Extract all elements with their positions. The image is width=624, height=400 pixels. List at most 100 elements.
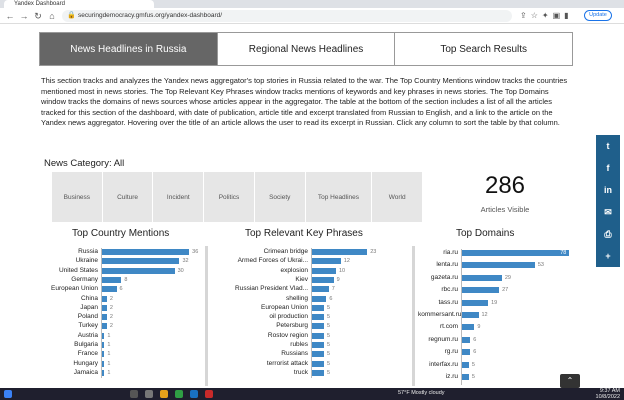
bar-row[interactable]: Austria 1 bbox=[40, 332, 220, 340]
bar[interactable] bbox=[102, 249, 190, 255]
category-top-headlines-button[interactable]: Top Headlines bbox=[304, 172, 372, 222]
tab-top-search-results[interactable]: Top Search Results bbox=[394, 33, 572, 65]
category-incident-button[interactable]: Incident bbox=[152, 172, 203, 222]
bar-row[interactable]: Petersburg 5 bbox=[218, 322, 398, 330]
bar-row[interactable]: gazeta.ru 29 bbox=[418, 274, 598, 282]
bar-row[interactable]: iz.ru 5 bbox=[418, 373, 598, 381]
bar[interactable] bbox=[462, 374, 469, 380]
bar-row[interactable]: Armed Forces of Ukrai... 12 bbox=[218, 257, 398, 265]
bar[interactable] bbox=[462, 274, 502, 281]
bar-row[interactable]: Bulgaria 1 bbox=[40, 341, 220, 349]
tab-regional-news-headlines[interactable]: Regional News Headlines bbox=[216, 33, 395, 65]
bar[interactable] bbox=[312, 332, 324, 339]
bar-row[interactable]: France 1 bbox=[40, 350, 220, 358]
bar[interactable] bbox=[462, 312, 479, 318]
bar-row[interactable]: ria.ru 78 bbox=[418, 249, 598, 257]
bar-row[interactable]: China 2 bbox=[40, 295, 220, 303]
category-society-button[interactable]: Society bbox=[253, 172, 305, 222]
bar[interactable] bbox=[312, 360, 324, 367]
bar-row[interactable]: European Union 5 bbox=[218, 304, 398, 312]
email-icon[interactable]: ✉ bbox=[604, 206, 612, 217]
category-world-button[interactable]: World bbox=[371, 172, 422, 222]
twitter-icon[interactable]: t bbox=[606, 141, 610, 151]
bar-row[interactable]: Poland 2 bbox=[40, 313, 220, 321]
bar[interactable] bbox=[312, 249, 368, 255]
bar-row[interactable]: Jamaica 1 bbox=[40, 369, 220, 377]
bar[interactable] bbox=[312, 295, 327, 302]
bar-row[interactable]: Russia 36 bbox=[40, 248, 220, 256]
bar[interactable] bbox=[102, 332, 105, 339]
address-bar[interactable]: 🔒 securingdemocracy.gmfus.org/yandex-das… bbox=[62, 10, 512, 22]
bar[interactable] bbox=[462, 299, 489, 306]
bar[interactable] bbox=[102, 369, 105, 376]
print-icon[interactable]: ⎙ bbox=[604, 228, 612, 239]
bar[interactable] bbox=[102, 267, 175, 274]
bar-row[interactable]: Japan 2 bbox=[40, 304, 220, 312]
bar[interactable] bbox=[312, 258, 341, 265]
category-politics-button[interactable]: Politics bbox=[203, 172, 254, 222]
bar-row[interactable]: regnum.ru 6 bbox=[418, 336, 598, 344]
file-explorer-icon[interactable] bbox=[160, 390, 168, 398]
bar-row[interactable]: interfax.ru 5 bbox=[418, 361, 598, 369]
bar-row[interactable]: oil production 5 bbox=[218, 313, 398, 321]
browser-tab[interactable]: Yandex Dashboard bbox=[4, 0, 154, 8]
update-button[interactable]: Update bbox=[584, 10, 612, 21]
category-business-button[interactable]: Business bbox=[63, 193, 91, 201]
bar[interactable] bbox=[462, 361, 469, 368]
bar[interactable] bbox=[102, 276, 122, 283]
bar-row[interactable]: Kiev 9 bbox=[218, 276, 398, 284]
back-icon[interactable]: ← bbox=[5, 11, 15, 21]
reload-icon[interactable]: ↻ bbox=[34, 11, 42, 21]
bar[interactable] bbox=[312, 369, 324, 376]
category-culture-button[interactable]: Culture bbox=[101, 172, 153, 222]
bar[interactable] bbox=[462, 250, 570, 256]
weather-widget[interactable]: 57°F Mostly cloudy bbox=[398, 390, 445, 396]
bar-row[interactable]: rg.ru 6 bbox=[418, 348, 598, 356]
bar-row[interactable]: explosion 10 bbox=[218, 267, 398, 275]
bar-row[interactable]: Russian President Vlad... 7 bbox=[218, 285, 398, 293]
bar-row[interactable]: kommersant.ru 12 bbox=[418, 311, 598, 319]
bar[interactable] bbox=[312, 267, 336, 274]
bar[interactable] bbox=[462, 349, 471, 356]
bar[interactable] bbox=[102, 342, 105, 348]
bar-row[interactable]: lenta.ru 53 bbox=[418, 261, 598, 269]
country-scrollbar[interactable] bbox=[205, 246, 208, 386]
bar-row[interactable]: rt.com 9 bbox=[418, 323, 598, 331]
chrome-icon[interactable] bbox=[175, 390, 183, 398]
tab-news-headlines-russia[interactable]: News Headlines in Russia bbox=[40, 33, 217, 65]
scroll-to-top-button[interactable]: ⌃ bbox=[560, 374, 580, 388]
bar[interactable] bbox=[102, 314, 107, 321]
bar[interactable] bbox=[312, 351, 324, 358]
linkedin-icon[interactable]: in bbox=[604, 185, 612, 195]
bar[interactable] bbox=[102, 286, 117, 293]
bar[interactable] bbox=[102, 258, 180, 265]
phrases-scrollbar[interactable] bbox=[412, 246, 415, 386]
bar-row[interactable]: shelling 6 bbox=[218, 295, 398, 303]
extension-icons[interactable]: ⇪☆✦▣▮ bbox=[520, 11, 573, 20]
app-icon[interactable] bbox=[205, 390, 213, 398]
bar-row[interactable]: European Union 6 bbox=[40, 285, 220, 293]
facebook-icon[interactable]: f bbox=[606, 163, 610, 173]
bar-row[interactable]: Hungary 1 bbox=[40, 360, 220, 368]
bar[interactable] bbox=[462, 262, 535, 269]
bar[interactable] bbox=[312, 314, 324, 321]
bar[interactable] bbox=[102, 360, 105, 367]
bar-row[interactable]: Germany 8 bbox=[40, 276, 220, 284]
bar[interactable] bbox=[102, 304, 107, 311]
search-icon[interactable] bbox=[130, 390, 138, 398]
bar[interactable] bbox=[312, 304, 324, 311]
bar[interactable] bbox=[462, 324, 475, 331]
task-view-icon[interactable] bbox=[145, 390, 153, 398]
bar[interactable] bbox=[462, 336, 471, 343]
bar-row[interactable]: United States 30 bbox=[40, 267, 220, 275]
bar[interactable] bbox=[102, 295, 107, 302]
clock[interactable]: 9:37 AM 10/8/2022 bbox=[588, 388, 620, 400]
bar[interactable] bbox=[102, 323, 107, 330]
bar[interactable] bbox=[312, 342, 324, 348]
bar[interactable] bbox=[462, 287, 500, 294]
bar-row[interactable]: rubles 5 bbox=[218, 341, 398, 349]
home-icon[interactable]: ⌂ bbox=[49, 11, 55, 21]
bar-row[interactable]: terrorist attack 5 bbox=[218, 360, 398, 368]
bar-row[interactable]: Russians 5 bbox=[218, 350, 398, 358]
bar-row[interactable]: Rostov region 5 bbox=[218, 332, 398, 340]
